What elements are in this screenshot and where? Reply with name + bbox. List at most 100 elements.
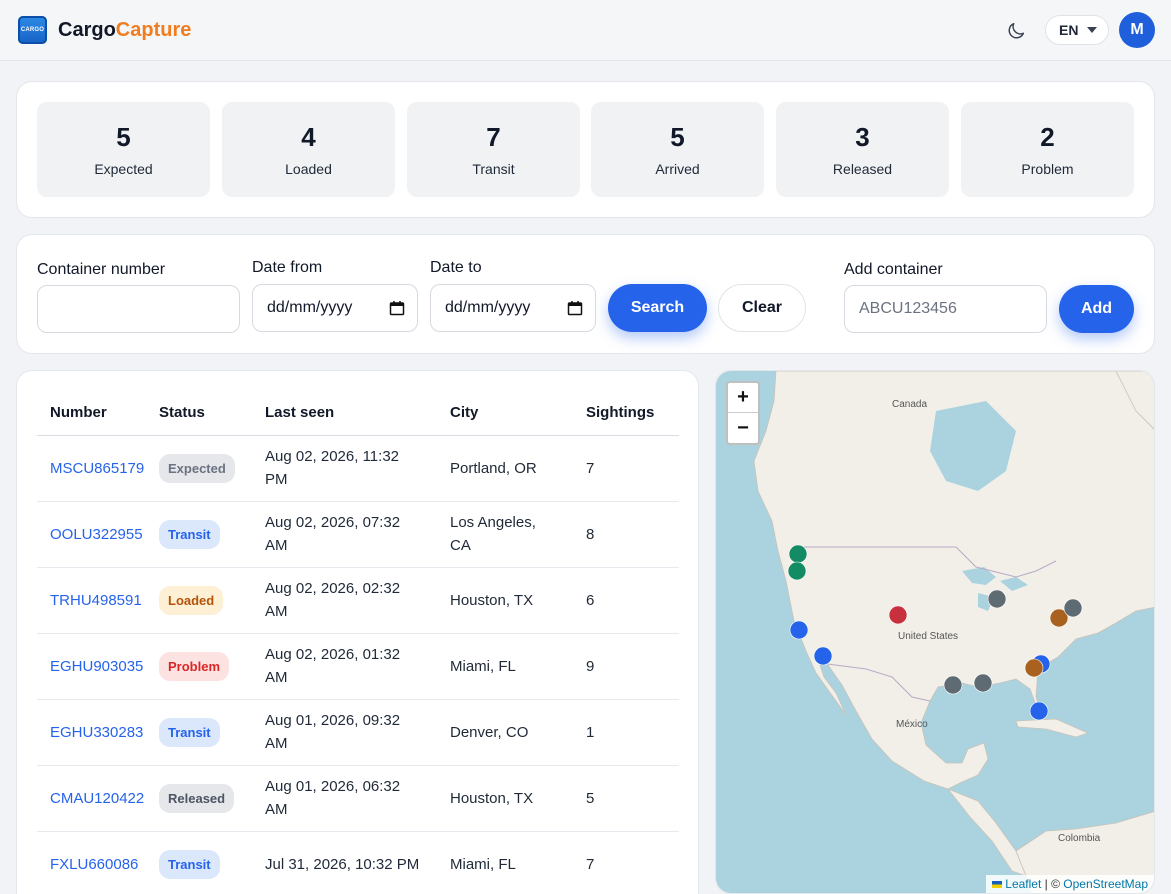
map-marker[interactable] xyxy=(888,605,908,625)
map-marker[interactable] xyxy=(1024,658,1044,678)
map-marker[interactable] xyxy=(787,561,807,581)
last-seen-cell: Aug 01, 2026, 06:32 AM xyxy=(265,765,450,832)
great-lakes xyxy=(962,567,1028,611)
map-marker[interactable] xyxy=(943,675,963,695)
container-number-cell: TRHU498591 xyxy=(37,567,159,634)
stat-value: 7 xyxy=(486,122,501,152)
date-from-input[interactable]: dd/mm/yyyy xyxy=(252,284,418,332)
status-badge: Problem xyxy=(159,651,230,681)
map-marker[interactable] xyxy=(789,620,809,640)
date-to-input[interactable]: dd/mm/yyyy xyxy=(430,284,596,332)
brand-part2: Capture xyxy=(115,19,192,41)
containers-table-card: Number Status Last seen City Sightings M… xyxy=(16,370,699,894)
city-line1: Denver, CO xyxy=(450,723,529,741)
column-header-last-seen[interactable]: Last seen xyxy=(265,371,450,436)
status-cell: Transit xyxy=(159,831,265,894)
map-marker[interactable] xyxy=(788,544,808,564)
container-number-link[interactable]: EGHU330283 xyxy=(50,723,144,741)
avatar[interactable]: M xyxy=(1119,12,1155,48)
logo-icon[interactable]: CARGO xyxy=(18,16,47,44)
last-seen-line1: Aug 02, 2026, 01:32 xyxy=(265,646,401,663)
column-header-sightings[interactable]: Sightings xyxy=(586,371,679,436)
map-canvas[interactable]: Canada United States México Colombia xyxy=(716,371,1155,894)
language-select[interactable]: EN xyxy=(1045,15,1109,45)
openstreetmap-link[interactable]: OpenStreetMap xyxy=(1063,877,1148,891)
table-row[interactable]: MSCU865179 Expected Aug 02, 2026, 11:32 PM P… xyxy=(37,435,679,502)
calendar-icon[interactable] xyxy=(389,300,405,316)
last-seen-line1: Aug 02, 2026, 07:32 xyxy=(265,514,401,531)
map-marker[interactable] xyxy=(813,646,833,666)
map-label-us: United States xyxy=(898,631,958,642)
status-cell: Loaded xyxy=(159,567,265,634)
column-header-status[interactable]: Status xyxy=(159,371,265,436)
zoom-out-button[interactable]: − xyxy=(737,416,749,439)
container-number-link[interactable]: TRHU498591 xyxy=(50,591,142,609)
us-mexico-border xyxy=(819,662,931,702)
map-attribution: Leaflet | © OpenStreetMap xyxy=(986,875,1154,893)
container-number-link[interactable]: OOLU322955 xyxy=(50,525,143,543)
sightings-cell: 9 xyxy=(586,633,679,700)
add-container-placeholder: ABCU123456 xyxy=(859,300,957,317)
leaflet-link[interactable]: Leaflet xyxy=(1005,877,1042,891)
last-seen-line1: Aug 01, 2026, 09:32 xyxy=(265,712,401,729)
last-seen-line1: Aug 01, 2026, 06:32 xyxy=(265,778,401,795)
search-button[interactable]: Search xyxy=(608,284,707,332)
table-row[interactable]: FXLU660086 Transit Jul 31, 2026, 10:32 PM M… xyxy=(37,831,679,894)
status-cell: Transit xyxy=(159,501,265,568)
container-number-input[interactable] xyxy=(37,285,240,333)
container-number-link[interactable]: EGHU903035 xyxy=(50,657,144,675)
map-marker[interactable] xyxy=(987,589,1007,609)
date-to-placeholder: dd/mm/yyyy xyxy=(445,299,531,316)
status-cell: Released xyxy=(159,765,265,832)
map-marker[interactable] xyxy=(973,673,993,693)
stat-label: Expected xyxy=(94,161,153,177)
container-number-cell: MSCU865179 xyxy=(37,435,159,502)
table-row[interactable]: TRHU498591 Loaded Aug 02, 2026, 02:32 AM Hou… xyxy=(37,567,679,634)
stat-label: Arrived xyxy=(655,161,700,177)
app-header: CARGO CargoCapture EN M xyxy=(0,0,1171,61)
container-number-link[interactable]: FXLU660086 xyxy=(50,855,139,873)
add-container-input[interactable]: ABCU123456 xyxy=(844,285,1047,333)
column-header-city[interactable]: City xyxy=(450,371,586,436)
table-row[interactable]: CMAU120422 Released Aug 01, 2026, 06:32 AM H… xyxy=(37,765,679,832)
map-panel[interactable]: Canada United States México Colombia + −… xyxy=(715,370,1155,894)
table-row[interactable]: EGHU903035 Problem Aug 02, 2026, 01:32 AM Mi… xyxy=(37,633,679,700)
container-number-cell: CMAU120422 xyxy=(37,765,159,832)
last-seen-cell: Aug 02, 2026, 07:32 AM xyxy=(265,501,450,568)
language-value: EN xyxy=(1059,22,1079,38)
zoom-in-button[interactable]: + xyxy=(728,383,758,413)
add-button[interactable]: Add xyxy=(1059,285,1134,333)
calendar-icon[interactable] xyxy=(567,300,583,316)
brand-name[interactable]: CargoCapture xyxy=(58,19,191,42)
city-line1: Houston, TX xyxy=(450,591,534,609)
last-seen-line1: Jul 31, 2026, 10:32 PM xyxy=(265,855,420,873)
container-number-link[interactable]: MSCU865179 xyxy=(50,459,145,477)
last-seen-line2: PM xyxy=(265,471,288,488)
map-label-colombia: Colombia xyxy=(1058,833,1101,844)
last-seen-cell: Aug 02, 2026, 11:32 PM xyxy=(265,435,450,502)
container-number-link[interactable]: CMAU120422 xyxy=(50,789,145,807)
table-row[interactable]: EGHU330283 Transit Aug 01, 2026, 09:32 AM De… xyxy=(37,699,679,766)
stat-value: 2 xyxy=(1040,122,1055,152)
city-line1: Los Angeles, xyxy=(450,514,536,531)
stat-arrived: 5 Arrived xyxy=(591,102,764,197)
map-marker[interactable] xyxy=(1063,598,1083,618)
table-row[interactable]: OOLU322955 Transit Aug 02, 2026, 07:32 AM Lo… xyxy=(37,501,679,568)
date-from-label: Date from xyxy=(252,259,323,276)
status-cell: Problem xyxy=(159,633,265,700)
column-header-number[interactable]: Number xyxy=(37,371,159,436)
status-badge: Transit xyxy=(159,519,220,549)
stat-value: 5 xyxy=(116,122,131,152)
ukraine-flag-icon xyxy=(992,881,1003,888)
moon-icon[interactable] xyxy=(1005,20,1027,42)
city-line1: Miami, FL xyxy=(450,657,516,675)
status-badge: Loaded xyxy=(159,585,224,615)
clear-button[interactable]: Clear xyxy=(718,284,806,332)
sightings-cell: 7 xyxy=(586,831,679,894)
container-number-cell: EGHU903035 xyxy=(37,633,159,700)
containers-table: Number Status Last seen City Sightings M… xyxy=(37,371,679,894)
sightings-cell: 6 xyxy=(586,567,679,634)
map-marker[interactable] xyxy=(1029,701,1049,721)
last-seen-line1: Aug 02, 2026, 02:32 xyxy=(265,580,401,597)
map-marker[interactable] xyxy=(1049,608,1069,628)
